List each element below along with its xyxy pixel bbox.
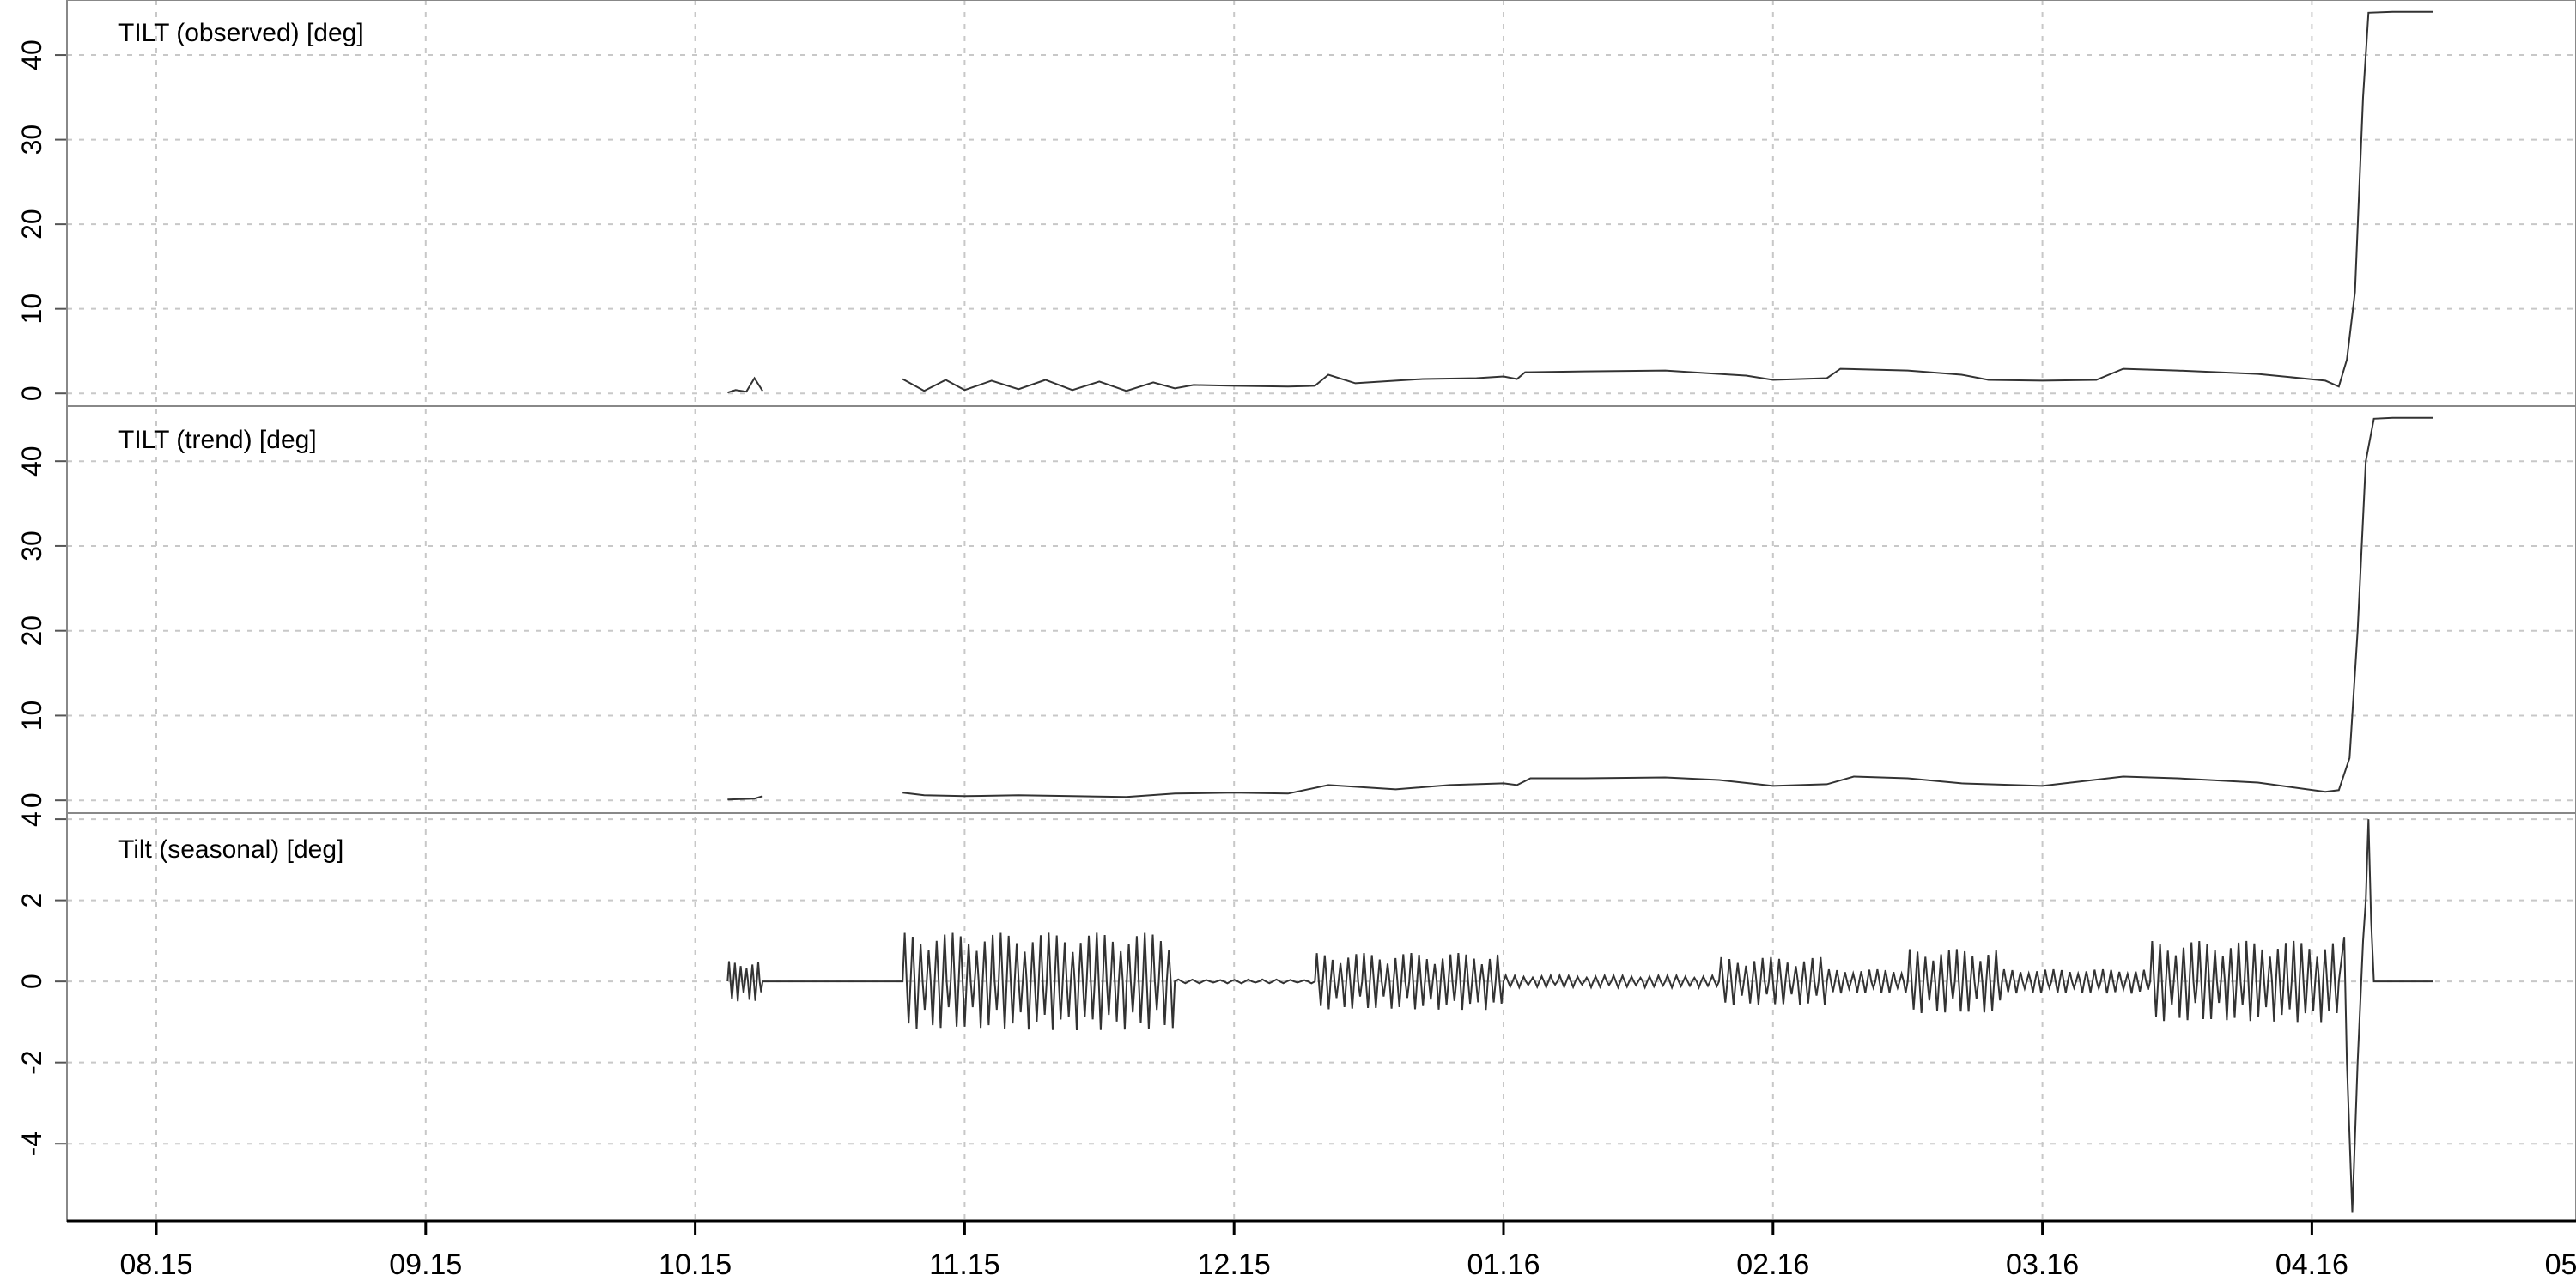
y-tick-label: 20 bbox=[16, 209, 47, 240]
y-tick-label: 4 bbox=[16, 811, 47, 827]
y-tick-label: -2 bbox=[16, 1050, 47, 1074]
x-tick-label: 03.16 bbox=[2006, 1248, 2079, 1281]
x-tick-label: 05.16 bbox=[2545, 1248, 2576, 1281]
y-tick-label: -4 bbox=[16, 1132, 47, 1156]
panel-label: TILT (trend) [deg] bbox=[118, 426, 317, 454]
y-tick-label: 20 bbox=[16, 616, 47, 647]
y-tick-label: 10 bbox=[16, 294, 47, 325]
panel-frame bbox=[66, 0, 2576, 407]
panel-frame bbox=[66, 405, 2576, 814]
x-tick-label: 11.15 bbox=[929, 1248, 1000, 1281]
series-line bbox=[727, 10, 2433, 394]
x-tick-label: 01.16 bbox=[1467, 1248, 1540, 1281]
y-tick-label: 0 bbox=[16, 792, 47, 808]
panel-label: TILT (observed) [deg] bbox=[118, 19, 364, 47]
y-tick-label: 10 bbox=[16, 701, 47, 732]
x-tick-label: 08.15 bbox=[119, 1248, 192, 1281]
y-tick-label: 2 bbox=[16, 893, 47, 908]
panel-label: Tilt (seasonal) [deg] bbox=[118, 835, 343, 864]
x-tick-label: 02.16 bbox=[1736, 1248, 1809, 1281]
y-tick-label: 40 bbox=[16, 39, 47, 70]
y-tick-label: 0 bbox=[16, 385, 47, 401]
x-tick-label: 04.16 bbox=[2275, 1248, 2348, 1281]
y-tick-label: 40 bbox=[16, 446, 47, 477]
series-line bbox=[726, 819, 2433, 1213]
x-tick-label: 12.15 bbox=[1198, 1248, 1271, 1281]
y-tick-label: 30 bbox=[16, 124, 47, 155]
x-tick-label: 09.15 bbox=[389, 1248, 462, 1281]
series-line bbox=[727, 416, 2433, 801]
panel-frame bbox=[66, 812, 2576, 1222]
y-tick-label: 0 bbox=[16, 974, 47, 989]
y-tick-label: 30 bbox=[16, 531, 47, 562]
x-tick-label: 10.15 bbox=[659, 1248, 732, 1281]
